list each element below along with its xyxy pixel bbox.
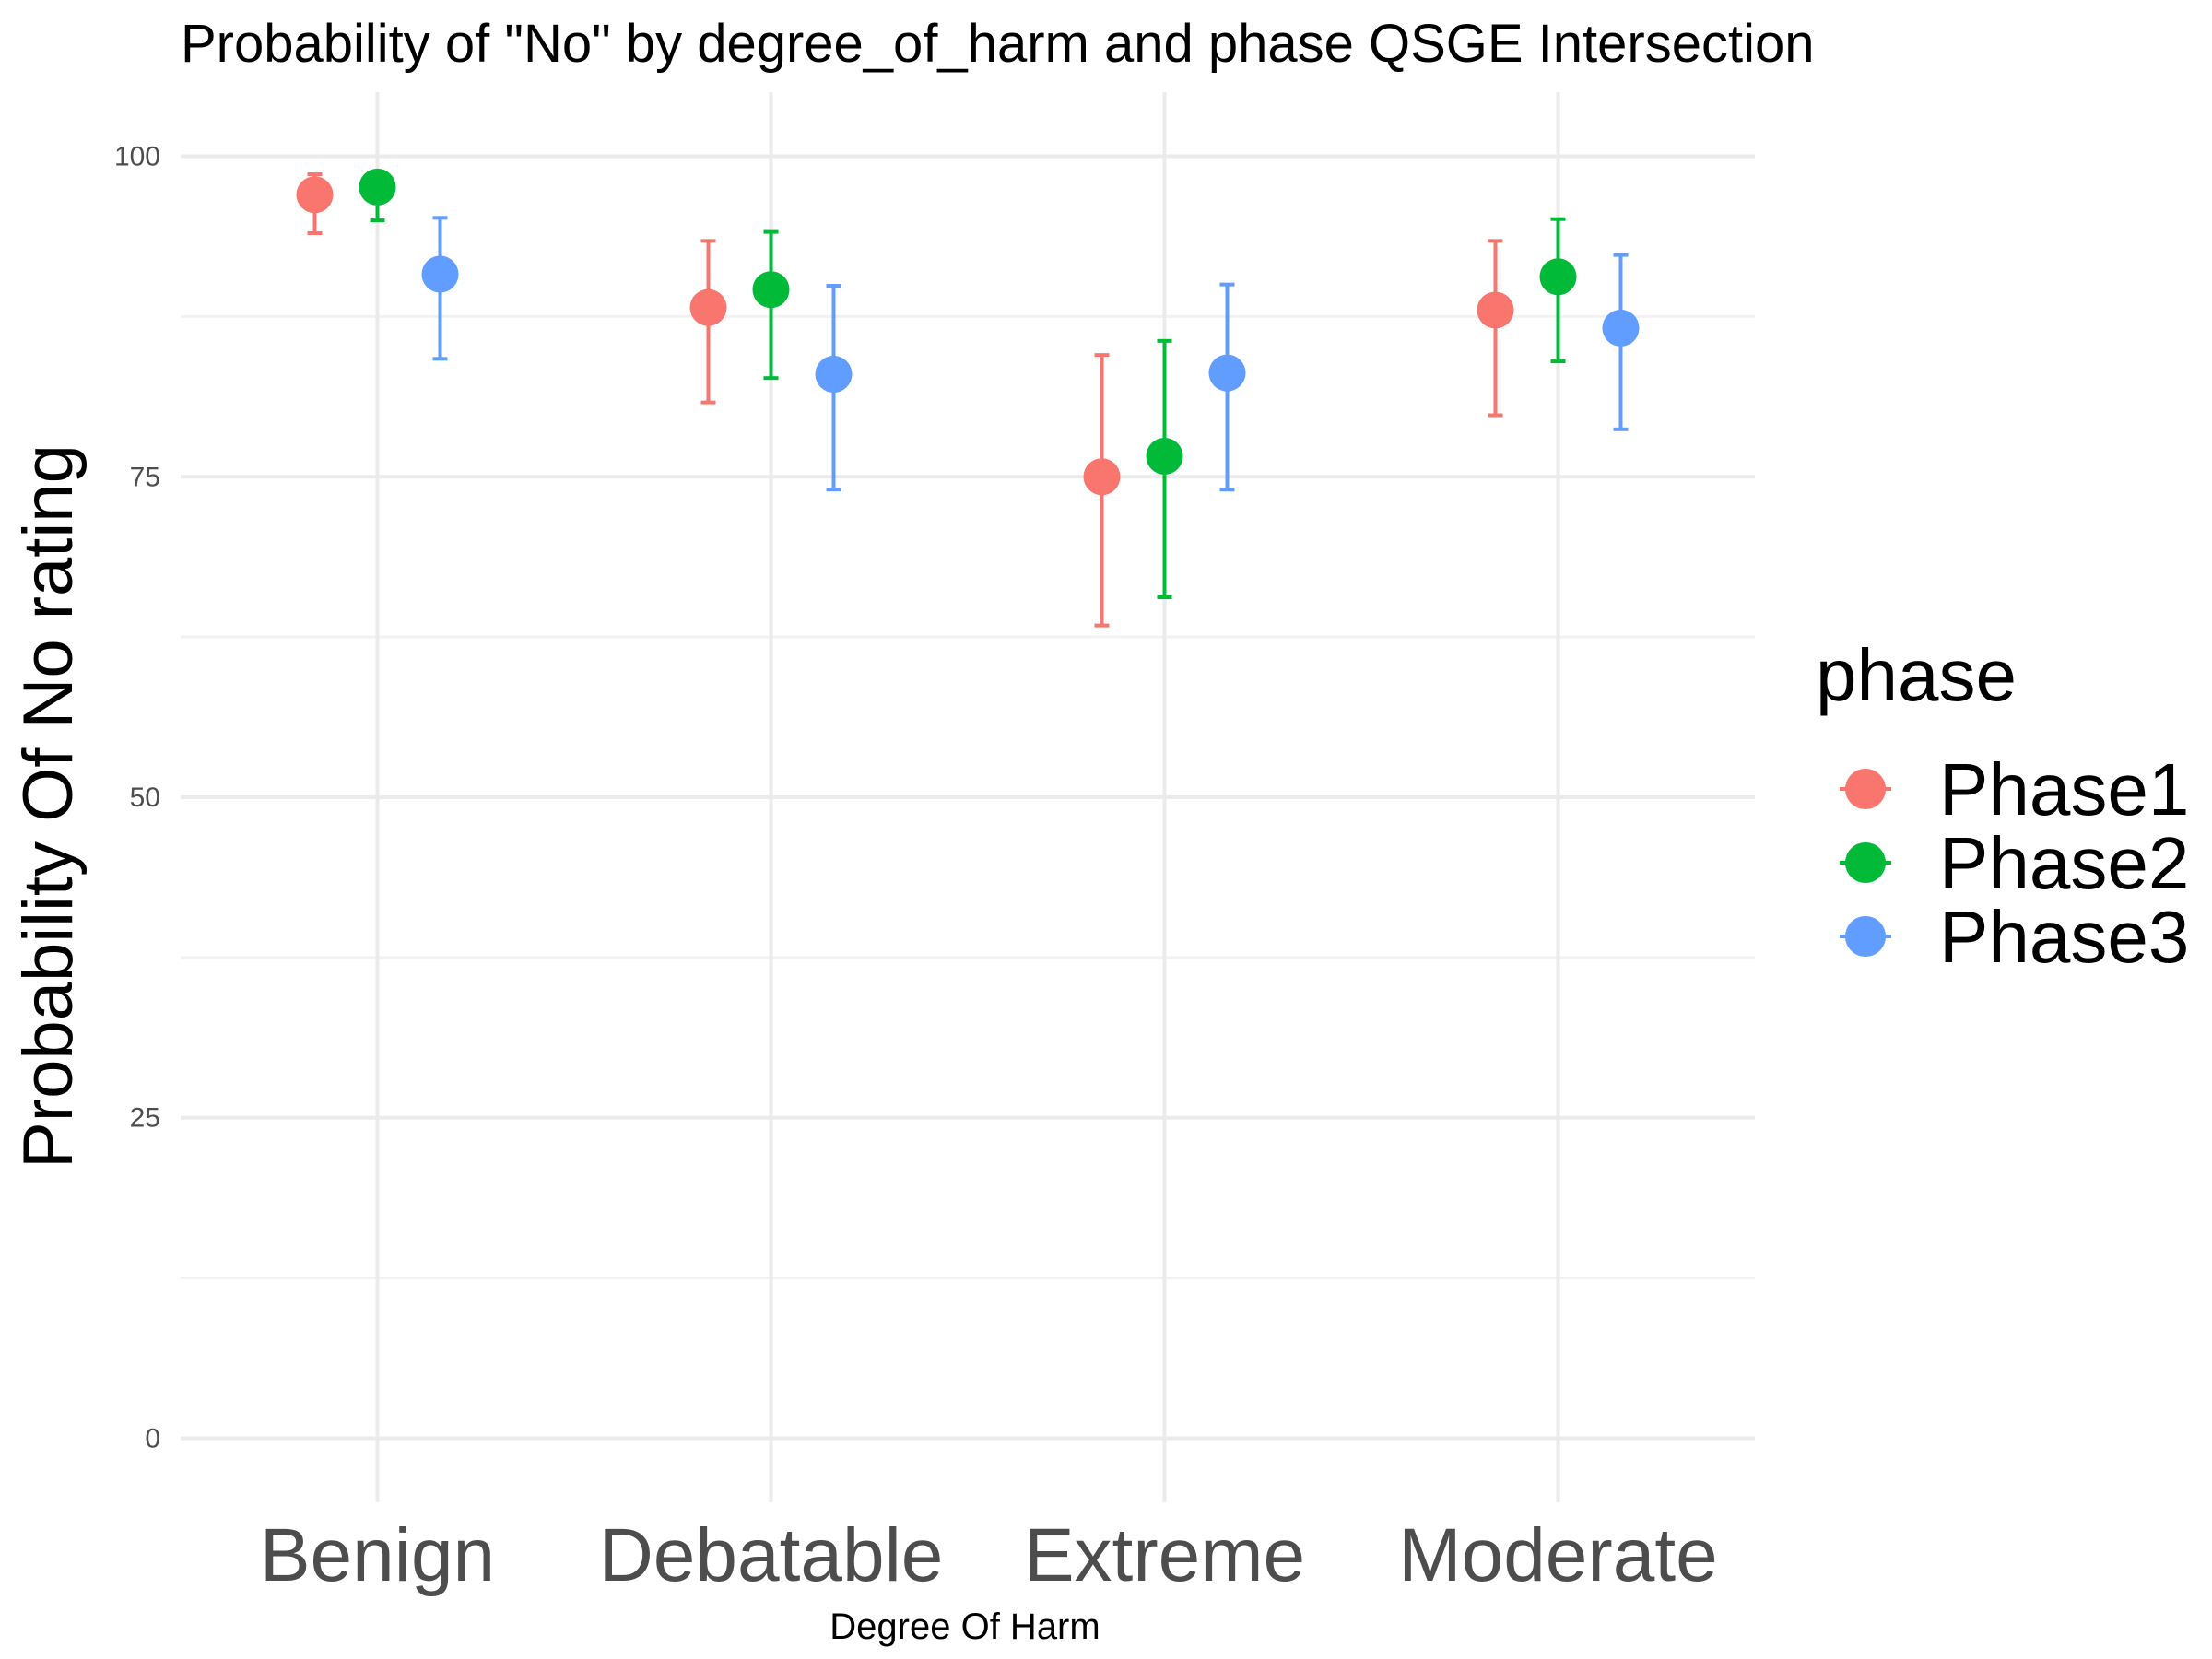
x-tick-label: Benign [260,1513,495,1597]
data-point [1146,438,1183,476]
y-axis-ticks: 0 25 50 75 100 [114,142,160,1454]
data-point [1083,458,1121,496]
series-phase1 [296,172,1514,628]
data-point [421,255,459,293]
data-point [689,288,727,326]
data-point [296,176,334,214]
legend-item-phase2: Phase2 [1840,822,2189,904]
legend-label: Phase3 [1939,896,2189,978]
x-tick-label: Moderate [1398,1513,1717,1597]
y-axis-label: Probability Of No rating [9,444,88,1169]
legend-item-phase3: Phase3 [1840,896,2189,978]
series-phase3 [421,216,1640,492]
y-tick-label: 75 [130,462,160,492]
data-point [1477,291,1514,329]
y-tick-label: 0 [145,1423,160,1453]
chart-title: Probability of "No" by degree_of_harm an… [181,14,1815,74]
legend-key-point [1845,916,1886,957]
y-tick-label: 25 [130,1103,160,1134]
legend-key-point [1845,769,1886,809]
x-axis-label: Degree Of Harm [830,1606,1100,1647]
legend-title: phase [1816,634,2017,716]
y-tick-label: 100 [114,142,160,172]
legend-label: Phase2 [1939,822,2189,904]
x-tick-label: Extreme [1024,1513,1305,1597]
x-axis-ticks: Benign Debatable Extreme Moderate [260,1513,1718,1597]
legend-item-phase1: Phase1 [1840,748,2189,830]
data-point [359,168,396,206]
data-marks [296,168,1640,628]
data-point [815,356,853,393]
x-tick-label: Debatable [599,1513,944,1597]
data-point [1208,354,1246,392]
y-tick-label: 50 [130,782,160,813]
legend-key-point [1845,842,1886,883]
data-point [1602,309,1640,347]
data-point [752,271,790,309]
grid-lines [181,92,1755,1502]
legend-label: Phase1 [1939,748,2189,830]
data-point [1539,258,1577,296]
series-phase2 [359,168,1577,600]
